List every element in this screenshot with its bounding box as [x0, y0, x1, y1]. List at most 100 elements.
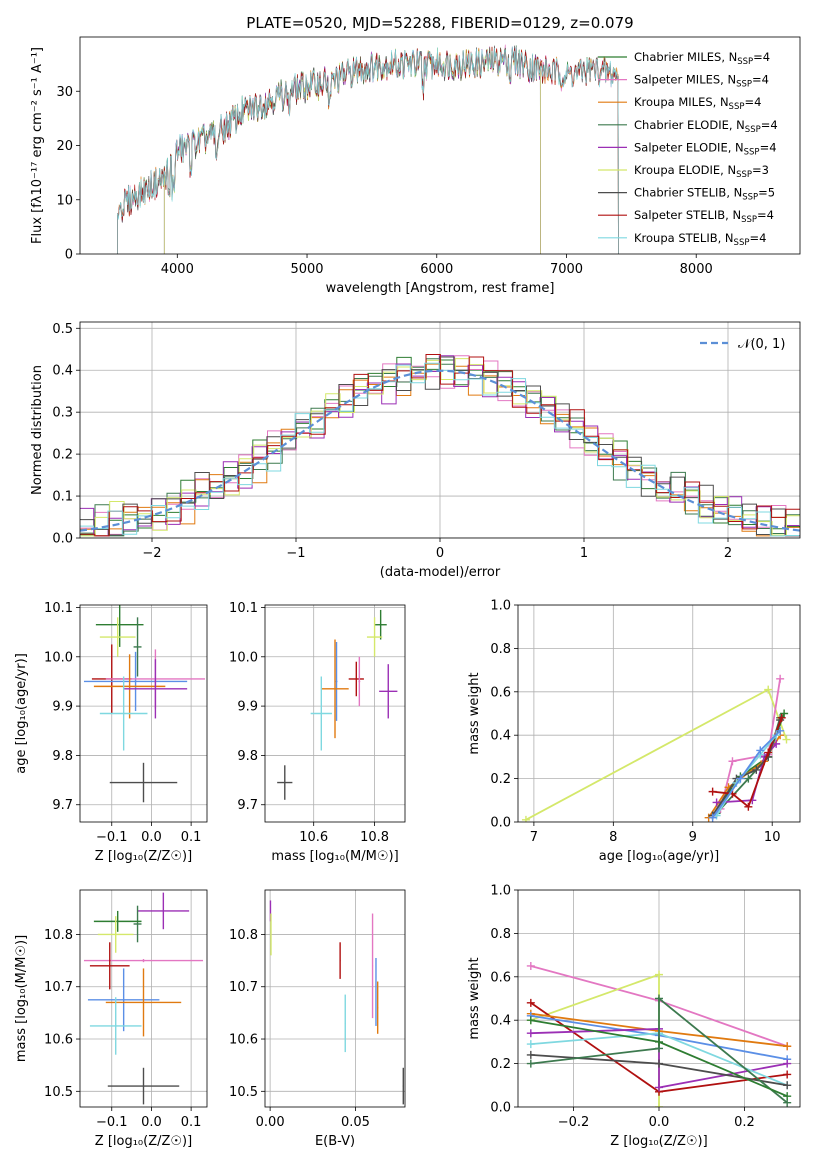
x-tick-label: 10.8	[360, 830, 389, 845]
legend-entry-count: =4	[761, 118, 778, 132]
y-tick-label: 0.4	[52, 364, 73, 379]
errorbar-point	[83, 959, 204, 963]
y-tick-label: 30	[56, 85, 73, 100]
y-tick-label: 10.8	[44, 928, 73, 943]
plus-marker	[521, 815, 530, 822]
plus-marker	[776, 726, 785, 735]
legend-entry-count: =5	[758, 186, 775, 200]
x-axis-label: mass [log₁₀(M/M☉)]	[271, 849, 398, 864]
errorbar-point	[107, 1067, 180, 1105]
x-tick-label: −0.1	[96, 830, 128, 845]
x-axis-label: Z [log₁₀(Z/Z☉)]	[95, 849, 192, 864]
plus-marker	[756, 746, 765, 755]
legend-entry-count: =4	[757, 208, 774, 222]
y-tick-label: 9.8	[52, 749, 73, 764]
series-line	[530, 996, 788, 1104]
y-tick-label: 0.0	[490, 816, 511, 831]
y-tick-label: 1.0	[490, 884, 511, 899]
x-axis: 0.00 0.05	[256, 1107, 370, 1130]
y-tick-label: 10.0	[44, 650, 73, 665]
x-axis: 10.6 10.8	[299, 822, 389, 845]
errorbar-point	[348, 661, 364, 697]
x-tick-label: −2	[142, 546, 161, 561]
errorbar-point	[375, 957, 377, 1026]
errorbar-point	[374, 609, 387, 640]
errorbar-point	[379, 664, 398, 719]
legend-entry-subscript: SSP	[736, 80, 752, 90]
legend-entry: Kroupa ELODIE, NSSP=3	[634, 163, 769, 180]
y-tick-label: 9.9	[52, 700, 73, 715]
legend-entry: Kroupa STELIB, NSSP=4	[634, 231, 766, 248]
x-axis-label: age [log₁₀(age/yr)]	[599, 849, 720, 864]
legend-entry-subscript: SSP	[736, 170, 752, 180]
plus-marker	[744, 774, 753, 783]
errorbar-point	[105, 968, 182, 1037]
x-tick-label: 5000	[290, 262, 323, 277]
x-axis-label: Z [log₁₀(Z/Z☉)]	[610, 1134, 707, 1149]
y-tick-label: 10.1	[229, 601, 258, 616]
y-tick-label: 0.6	[490, 970, 511, 985]
weight-series	[526, 1016, 792, 1101]
axes-frame	[79, 604, 208, 823]
plus-marker	[736, 774, 745, 783]
y-tick-label: 10.5	[229, 1085, 258, 1100]
legend-entry-count: =4	[753, 50, 770, 64]
y-tick-label: 10.8	[229, 928, 258, 943]
plus-marker	[526, 1029, 535, 1038]
plus-marker	[712, 798, 721, 807]
x-tick-label: 0.1	[181, 1115, 202, 1130]
histogram-step-line	[80, 362, 800, 537]
weight-series	[708, 716, 785, 820]
x-tick-label: 10	[764, 830, 781, 845]
y-axis-label: mass weight	[467, 957, 482, 1039]
plus-marker	[783, 1092, 792, 1101]
y-tick-label: 0.0	[490, 1101, 511, 1116]
y-tick-label: 9.9	[237, 700, 258, 715]
y-tick-label: 10.6	[44, 1033, 73, 1048]
figure-title: PLATE=0520, MJD=52288, FIBERID=0129, z=0…	[246, 14, 633, 32]
plus-marker	[783, 1059, 792, 1068]
y-axis: 0.0 0.1 0.2 0.3 0.4 0.5	[52, 322, 80, 547]
y-axis: 0 10 20 30	[56, 85, 80, 263]
plus-marker	[526, 1050, 535, 1059]
legend-entry-count: =4	[760, 140, 777, 154]
x-tick-label: 7	[530, 830, 538, 845]
plus-marker	[752, 765, 761, 774]
errorbar-point	[99, 617, 136, 657]
x-tick-label: 0.0	[141, 830, 162, 845]
axes-frame	[517, 604, 801, 823]
mass_vs_Z-panel: −0.1 0.0 0.1 10.5 10.6 10.7 10.8 Z [log₁₀(Z/Z☉)…	[14, 889, 208, 1149]
x-tick-label: 4000	[161, 262, 194, 277]
axes-frame	[264, 889, 406, 1108]
legend-entry-name: Salpeter ELODIE, N	[634, 140, 744, 154]
normal-curve-line	[80, 369, 800, 532]
weight-series	[708, 726, 785, 822]
plus-marker	[728, 757, 737, 766]
mass_vs_Z-plot-area	[80, 890, 207, 1107]
y-axis: 9.7 9.8 9.9 10.0 10.1	[229, 601, 265, 813]
y-axis: 0.0 0.2 0.4 0.6 0.8 1.0	[490, 599, 518, 831]
plus-marker	[655, 1037, 663, 1046]
plus-marker	[744, 802, 753, 811]
y-tick-label: 0.4	[490, 729, 511, 744]
y-tick-label: 9.7	[52, 798, 73, 813]
errorbar-point	[93, 910, 142, 932]
plus-marker	[783, 1042, 792, 1051]
y-tick-label: 10.6	[229, 1033, 258, 1048]
y-tick-label: 10	[56, 193, 73, 208]
plus-marker	[526, 961, 535, 970]
weight_vs_Z-plot-area	[518, 890, 800, 1107]
errorbar-point	[270, 913, 272, 956]
legend-entry-subscript: SSP	[745, 125, 761, 135]
residuals-plot-area	[80, 322, 800, 538]
legend-entry-subscript: SSP	[737, 57, 753, 67]
legend-entry: 𝒩(0, 1)	[738, 337, 785, 352]
y-axis-label: age [log₁₀(age/yr)]	[14, 653, 29, 774]
y-tick-label: 10.5	[44, 1085, 73, 1100]
plus-marker	[708, 813, 717, 822]
errorbar-point	[123, 659, 188, 719]
legend-entry: Chabrier ELODIE, NSSP=4	[634, 118, 778, 135]
legend-entry: Salpeter STELIB, NSSP=4	[634, 208, 774, 225]
